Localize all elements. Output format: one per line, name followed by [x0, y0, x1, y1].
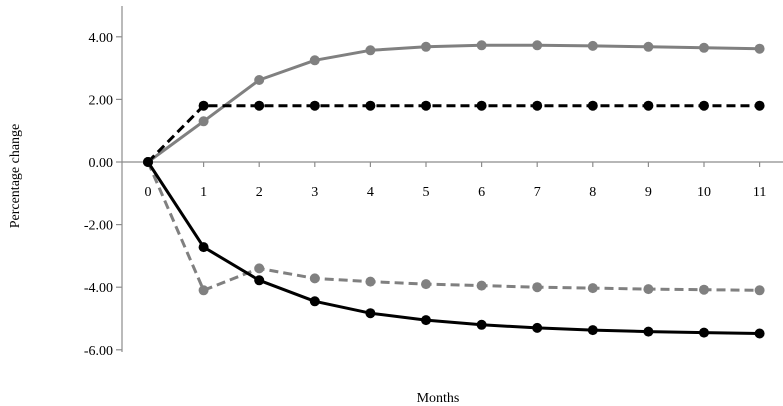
- series-1-point: [587, 40, 598, 51]
- series-line-2: [146, 104, 760, 164]
- x-tick-label: 10: [697, 185, 711, 200]
- series-layer: [143, 40, 765, 339]
- series-2-point: [309, 100, 320, 111]
- series-1-point: [643, 41, 654, 52]
- series-3-point: [643, 284, 654, 295]
- series-4-point: [754, 328, 765, 339]
- series-1-point: [699, 42, 709, 53]
- series-2-point: [643, 100, 654, 111]
- series-4-point: [421, 315, 431, 326]
- x-tick-label: 11: [753, 185, 766, 200]
- series-4-point: [532, 322, 543, 333]
- series-3-point: [532, 282, 543, 293]
- series-2-point: [365, 100, 376, 111]
- x-tick-label: 2: [256, 185, 263, 200]
- series-1-point: [309, 55, 320, 66]
- x-tick-label: 0: [145, 185, 152, 200]
- y-tick-label: -2.00: [84, 219, 113, 234]
- series-3-point: [421, 279, 431, 290]
- x-tick-label: 3: [311, 185, 318, 200]
- series-1-point: [532, 40, 543, 51]
- series-2-point: [754, 100, 765, 111]
- y-tick-label: 2.00: [89, 93, 114, 108]
- x-tick-label: 1: [200, 185, 207, 200]
- series-1-point: [254, 75, 265, 85]
- series-2-point: [476, 100, 487, 111]
- series-1-point: [198, 116, 209, 127]
- series-line-4: [146, 161, 760, 335]
- x-tick-label: 6: [478, 185, 485, 200]
- series-2-point: [699, 100, 709, 111]
- series-1-point: [754, 43, 765, 54]
- series-4-point: [476, 319, 487, 330]
- x-axis-label: Months: [417, 391, 460, 406]
- series-3-point: [754, 285, 765, 296]
- series-3-point: [699, 284, 709, 295]
- y-tick-label: -4.00: [84, 281, 113, 296]
- x-tick-label: 8: [589, 185, 596, 200]
- series-4-point: [143, 157, 153, 167]
- series-2-point: [532, 100, 543, 111]
- x-tick-label: 5: [423, 185, 430, 200]
- series-4-point: [309, 296, 320, 307]
- series-4-point: [699, 327, 709, 338]
- series-3-point: [198, 285, 209, 296]
- series-1-point: [421, 41, 431, 52]
- series-line-3: [146, 161, 760, 292]
- series-3-point: [476, 280, 487, 291]
- series-4-point: [365, 308, 376, 319]
- series-1-point: [476, 40, 487, 51]
- y-axis-label: Percentage change: [8, 124, 23, 229]
- series-4-point: [254, 275, 265, 286]
- series-4-point: [587, 325, 598, 336]
- series-2-point: [198, 100, 209, 111]
- x-tick-label: 7: [534, 185, 541, 200]
- y-tick-label: 4.00: [89, 31, 114, 46]
- y-tick-label: -6.00: [84, 344, 113, 359]
- series-3-point: [254, 263, 265, 274]
- x-axis: 0 1 2 3 4 5 6 7 8 9 10 11: [122, 161, 783, 200]
- y-axis: 4.00 2.00 0.00 -2.00 -4.00 -6.00: [84, 6, 123, 359]
- x-tick-label: 4: [367, 185, 374, 200]
- series-3-point: [309, 273, 320, 284]
- series-2-point: [254, 100, 265, 111]
- series-3-point: [365, 276, 376, 287]
- series-3-point: [587, 283, 598, 294]
- series-4-point: [643, 326, 654, 337]
- x-tick-label: 9: [645, 185, 652, 200]
- series-2-point: [421, 100, 431, 111]
- series-1-point: [365, 45, 376, 56]
- series-2-point: [587, 100, 598, 111]
- series-4-point: [198, 242, 209, 253]
- y-tick-label: 0.00: [89, 156, 114, 171]
- series-line-1: [147, 43, 760, 164]
